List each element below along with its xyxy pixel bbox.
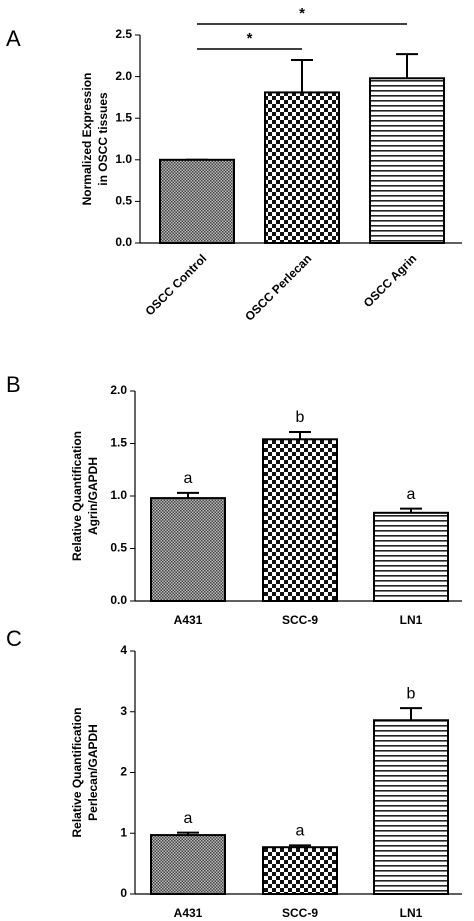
- y-tick-label: 1: [120, 825, 127, 839]
- y-axis-label: Relative Quantification: [70, 431, 84, 561]
- y-tick-label: 1.5: [115, 110, 132, 124]
- y-tick-label: 4: [120, 643, 127, 657]
- y-axis-label: Relative Quantification: [70, 707, 84, 837]
- y-tick-label: 2.0: [115, 69, 132, 83]
- x-tick-label: LN1: [400, 906, 423, 920]
- y-tick-label: 2: [120, 765, 127, 779]
- y-tick-label: 1.5: [110, 436, 127, 450]
- bar-label: a: [184, 810, 193, 827]
- x-tick-label: SCC-9: [282, 613, 318, 627]
- panel-label: C: [6, 626, 22, 651]
- y-tick-label: 0.0: [115, 235, 132, 249]
- y-tick-label: 0: [120, 886, 127, 900]
- y-tick-label: 1.0: [115, 152, 132, 166]
- y-tick-label: 0.5: [110, 541, 127, 555]
- panel-label: A: [6, 26, 21, 51]
- x-tick-label: A431: [174, 906, 203, 920]
- bar: [150, 497, 226, 603]
- bar: [369, 77, 445, 244]
- bar: [150, 834, 226, 896]
- x-tick-label: OSCC Control: [142, 251, 209, 318]
- y-tick-label: 2.0: [110, 383, 127, 397]
- bar-label: a: [407, 486, 416, 503]
- y-axis-label: in OSCC tissues: [96, 92, 110, 186]
- bar-label: a: [184, 470, 193, 487]
- bar: [373, 511, 449, 602]
- y-tick-label: 0.5: [115, 194, 132, 208]
- bar: [262, 846, 338, 895]
- y-tick-label: 1.0: [110, 488, 127, 502]
- y-axis-label: Normalized Expression: [80, 73, 94, 206]
- bar: [262, 438, 338, 602]
- x-tick-label: A431: [174, 613, 203, 627]
- bar-label: a: [296, 823, 305, 840]
- x-tick-label: OSCC Perlecan: [242, 251, 314, 323]
- bar-label: b: [296, 409, 305, 426]
- y-axis-label: Agrin/GAPDH: [86, 457, 100, 535]
- bar: [264, 91, 340, 244]
- y-axis-label: Perlecan/GAPDH: [86, 724, 100, 821]
- x-tick-label: OSCC Agrin: [361, 251, 420, 310]
- bar-label: b: [407, 685, 416, 702]
- y-tick-label: 3: [120, 704, 127, 718]
- x-tick-label: SCC-9: [282, 906, 318, 920]
- significance-label: *: [299, 5, 305, 22]
- y-tick-label: 2.5: [115, 27, 132, 41]
- bar: [159, 158, 235, 244]
- x-tick-label: LN1: [400, 613, 423, 627]
- significance-label: *: [247, 30, 253, 47]
- bar: [373, 719, 449, 895]
- panel-label: B: [6, 372, 21, 397]
- y-tick-label: 0.0: [110, 593, 127, 607]
